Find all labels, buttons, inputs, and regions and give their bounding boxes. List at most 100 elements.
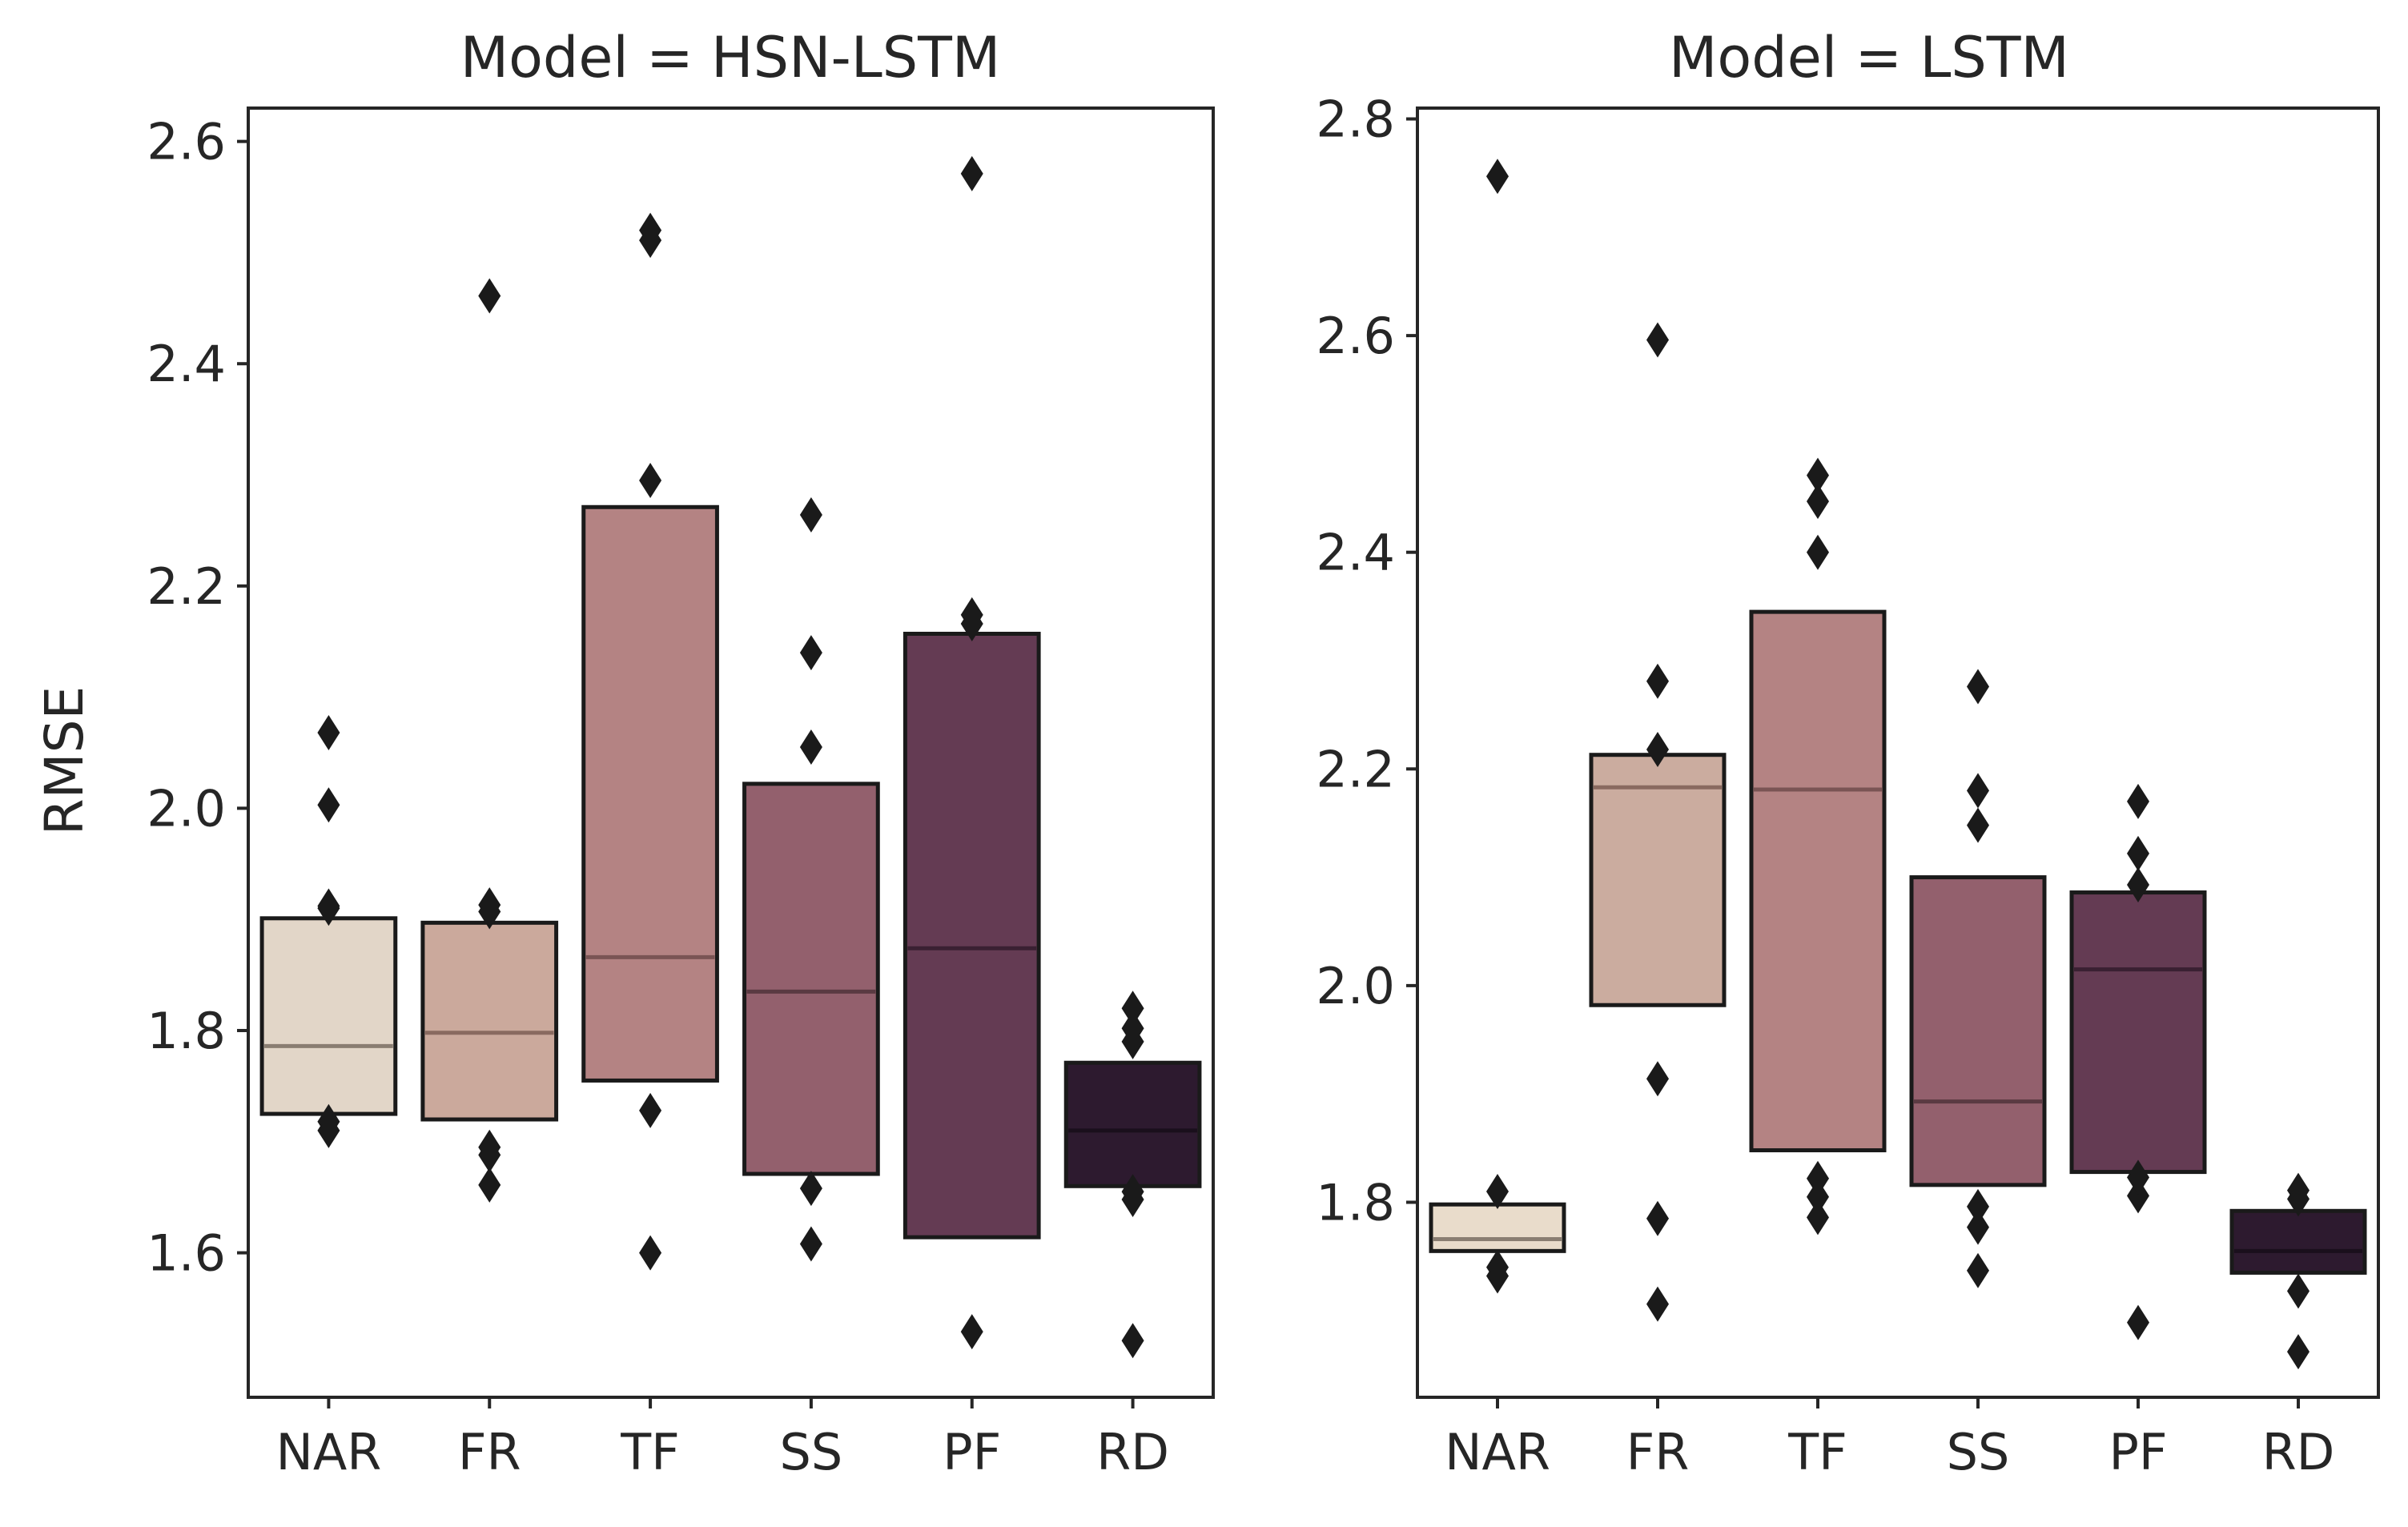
y-tick-label: 2.8 bbox=[1316, 90, 1395, 149]
outlier-point bbox=[1486, 159, 1509, 195]
y-tick-label: 1.8 bbox=[1316, 1173, 1395, 1232]
x-tick-label: FR bbox=[1626, 1423, 1690, 1481]
outlier-point bbox=[1807, 457, 1829, 493]
outlier-point bbox=[1967, 1209, 1989, 1245]
y-tick-label: 2.6 bbox=[147, 113, 226, 171]
y-tick-label: 2.2 bbox=[1316, 740, 1395, 798]
outlier-point bbox=[960, 1314, 983, 1350]
outlier-point bbox=[639, 462, 662, 498]
box-nar bbox=[1429, 1202, 1566, 1253]
outlier-point bbox=[1807, 484, 1829, 520]
outlier-point bbox=[1646, 1286, 1669, 1322]
box-pf bbox=[2069, 890, 2207, 1175]
box-pf bbox=[902, 631, 1041, 1240]
x-tick-label: NAR bbox=[1445, 1423, 1550, 1481]
outlier-point bbox=[2127, 867, 2149, 903]
y-tick-label: 2.4 bbox=[1316, 524, 1395, 582]
y-tick-label: 2.2 bbox=[147, 557, 226, 616]
outlier-point bbox=[478, 887, 501, 923]
y-tick-label: 2.6 bbox=[1316, 307, 1395, 365]
x-tick-label: NAR bbox=[275, 1423, 381, 1481]
outlier-point bbox=[1121, 991, 1144, 1027]
outlier-point bbox=[799, 496, 822, 532]
panel-hsn-lstm: Model = HSN-LSTM RMSE 1.6 1.8 2.0 2.2 2.4 2.6… bbox=[34, 25, 1215, 1481]
box-ss bbox=[1909, 875, 2047, 1187]
x-tick-label: SS bbox=[780, 1423, 843, 1481]
box-fr bbox=[420, 920, 559, 1122]
outlier-point bbox=[2127, 1304, 2149, 1340]
box-nar bbox=[259, 916, 398, 1116]
x-tick-label: PF bbox=[2109, 1423, 2167, 1481]
outlier-point bbox=[2127, 835, 2149, 871]
outlier-point bbox=[2287, 1172, 2310, 1208]
outlier-point bbox=[1967, 807, 1989, 843]
outlier-point bbox=[639, 1235, 662, 1271]
outlier-point bbox=[317, 1103, 340, 1139]
panel-marks: 1.8 2.0 2.2 2.4 2.6 2.8 NAR FR TF SS PF RD bbox=[1316, 90, 2367, 1481]
outlier-point bbox=[1121, 1174, 1144, 1210]
box-ss bbox=[742, 782, 880, 1176]
outlier-point bbox=[799, 729, 822, 766]
panel-lstm: Model = LSTM 1.8 2.0 2.2 2.4 2.6 2.8 NAR FR TF SS… bbox=[1316, 25, 2380, 1481]
outlier-point bbox=[799, 635, 822, 671]
box-tf bbox=[1749, 609, 1887, 1153]
outlier-point bbox=[1807, 1199, 1829, 1236]
y-tick-label: 2.0 bbox=[147, 779, 226, 838]
panel-title: Model = HSN-LSTM bbox=[460, 25, 1001, 90]
outlier-point bbox=[2127, 1178, 2149, 1214]
outlier-point bbox=[1486, 1249, 1509, 1285]
x-tick-label: FR bbox=[458, 1423, 521, 1481]
plot-frame bbox=[247, 106, 1215, 1399]
outlier-point bbox=[317, 787, 340, 823]
outlier-point bbox=[1646, 1200, 1669, 1236]
outlier-point bbox=[1646, 322, 1669, 358]
outlier-point bbox=[1807, 1160, 1829, 1196]
panel-title: Model = LSTM bbox=[1669, 25, 2069, 90]
outlier-point bbox=[1807, 1179, 1829, 1215]
outlier-point bbox=[2127, 783, 2149, 819]
outlier-point bbox=[1967, 1252, 1989, 1288]
outlier-point bbox=[639, 212, 662, 248]
outlier-point bbox=[317, 715, 340, 751]
outlier-point bbox=[478, 278, 501, 314]
outlier-point bbox=[639, 1092, 662, 1128]
y-tick-label: 2.0 bbox=[1316, 957, 1395, 1015]
box-tf bbox=[581, 504, 719, 1083]
outlier-point bbox=[799, 1171, 822, 1207]
outlier-point bbox=[1967, 773, 1989, 809]
box-rd bbox=[1063, 1060, 1202, 1188]
y-tick-label: 1.6 bbox=[147, 1224, 226, 1283]
y-tick-label: 2.4 bbox=[147, 335, 226, 393]
outlier-point bbox=[317, 888, 340, 924]
outlier-point bbox=[1121, 1011, 1144, 1047]
outlier-point bbox=[478, 1167, 501, 1203]
outlier-point bbox=[960, 597, 983, 633]
outlier-point bbox=[2287, 1273, 2310, 1309]
x-tick-label: RD bbox=[2262, 1423, 2335, 1481]
outlier-point bbox=[1646, 663, 1669, 699]
outlier-point bbox=[1121, 1323, 1144, 1359]
outlier-point bbox=[1486, 1173, 1509, 1209]
box-rd bbox=[2229, 1208, 2367, 1275]
panel-marks: 1.6 1.8 2.0 2.2 2.4 2.6 NAR FR TF SS PF RD bbox=[147, 113, 1202, 1481]
x-tick-label: RD bbox=[1096, 1423, 1169, 1481]
outlier-point bbox=[1967, 1188, 1989, 1224]
box-fr bbox=[1589, 753, 1727, 1007]
outlier-point bbox=[1646, 731, 1669, 767]
outlier-point bbox=[478, 1129, 501, 1165]
outlier-point bbox=[1967, 669, 1989, 705]
x-tick-label: SS bbox=[1947, 1423, 2010, 1481]
outlier-point bbox=[2127, 1159, 2149, 1195]
outlier-point bbox=[2287, 1334, 2310, 1370]
y-tick-label: 1.8 bbox=[147, 1002, 226, 1060]
x-tick-label: PF bbox=[943, 1423, 1001, 1481]
outlier-point bbox=[960, 155, 983, 191]
outlier-point bbox=[799, 1226, 822, 1262]
x-tick-label: TF bbox=[620, 1423, 680, 1481]
y-axis-title: RMSE bbox=[34, 686, 95, 835]
outlier-point bbox=[1646, 1061, 1669, 1097]
plot-frame bbox=[1416, 106, 2380, 1399]
x-tick-label: TF bbox=[1787, 1423, 1847, 1481]
